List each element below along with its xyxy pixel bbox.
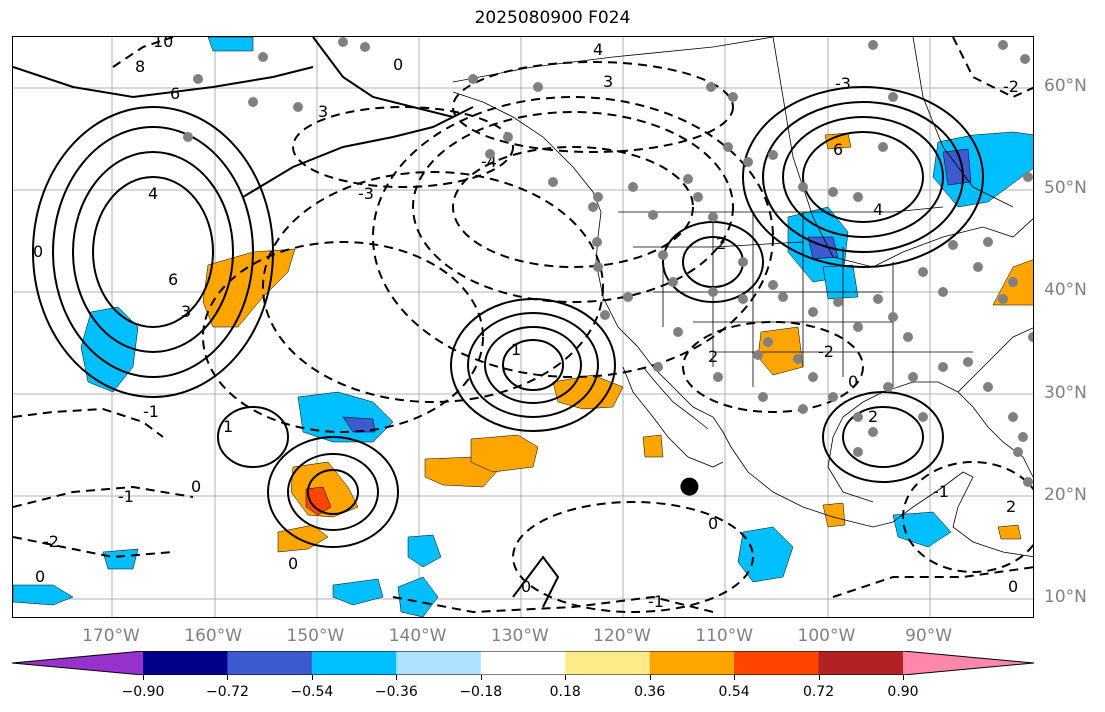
lat-label: 50°N (1044, 178, 1087, 199)
colorbar-tickmark (227, 675, 229, 680)
colorbar-extend-max (903, 651, 1034, 675)
lon-label: 170°W (82, 626, 140, 646)
contour-label: -2 (43, 532, 59, 551)
contour-label: 0 (191, 477, 201, 496)
lon-label: 150°W (286, 626, 345, 646)
contour-label: 0 (708, 514, 718, 533)
contour-label: 0 (288, 554, 298, 573)
colorbar-tick-label: −0.18 (459, 684, 503, 700)
contours-dashed (13, 37, 1033, 614)
contour-label: 8 (135, 57, 145, 76)
lat-label: 20°N (1044, 484, 1087, 505)
contour-labels: 10 8 6 4 6 3 3 0 3 4 -3 6 4 2 -3 -4 0 1 … (33, 37, 1019, 611)
colorbar-tickmark (903, 675, 904, 680)
station-markers (183, 37, 1033, 487)
location-marker (680, 477, 699, 496)
colorbar-cell (311, 651, 397, 675)
contour-label: 2 (708, 347, 718, 366)
contour-label: 0 (393, 55, 403, 74)
lat-label: 10°N (1044, 587, 1087, 607)
contour-label: 0 (33, 242, 43, 261)
colorbar-tickmark (311, 675, 313, 680)
contour-label: 0 (848, 372, 858, 391)
contour-label: 10 (153, 37, 173, 51)
colorbar-cell (396, 651, 482, 675)
lat-label: 60°N (1044, 76, 1087, 96)
colorbar-tickmark (734, 675, 736, 680)
contour-label: 4 (873, 200, 883, 219)
colorbar-tickmark (480, 675, 482, 680)
colorbar-tickmark (649, 675, 651, 680)
contour-label: 0 (35, 567, 45, 586)
contour-label: -1 (933, 482, 949, 501)
lon-label: 90°W (905, 626, 953, 646)
colorbar-tickmark (818, 675, 820, 680)
contour-label: 6 (833, 140, 843, 159)
colorbar-extend-min (12, 651, 143, 675)
contour-label: 2 (1006, 497, 1016, 516)
colorbar-tick-label: 0.54 (718, 684, 750, 700)
contour-label: 0 (521, 577, 531, 596)
colorbar-tick-label: 0.18 (549, 684, 581, 700)
colorbar-tick-label: 0.36 (634, 684, 666, 700)
contour-label: 3 (181, 302, 191, 321)
map-panel: 10 8 6 4 6 3 3 0 3 4 -3 6 4 2 -3 -4 0 1 … (12, 36, 1034, 618)
colorbar-cell (649, 651, 735, 675)
colorbar-cell (818, 651, 904, 675)
colorbar-cell (734, 651, 820, 675)
contour-label: -2 (818, 342, 834, 361)
colorbar-tickmark (396, 675, 398, 680)
colorbar-tick-label: −0.36 (374, 684, 418, 700)
map-title: 2025080900 F024 (474, 8, 631, 28)
lon-label: 110°W (695, 626, 754, 646)
contour-label: 4 (148, 184, 158, 203)
colorbar-tick-label: −0.90 (121, 684, 165, 700)
contour-label: -3 (835, 74, 851, 93)
contour-label: 6 (170, 84, 180, 103)
contour-label: -1 (648, 592, 664, 611)
colorbar-tick-label: −0.72 (205, 684, 249, 700)
contour-label: 2 (868, 407, 878, 426)
contour-label: -3 (358, 184, 374, 203)
colorbar-cell (480, 651, 566, 675)
lon-label: 160°W (184, 626, 243, 646)
contour-label: -2 (1003, 77, 1019, 96)
lon-label: 140°W (388, 626, 447, 646)
contour-label: -1 (118, 487, 134, 506)
colorbar-tick-label: −0.54 (290, 684, 334, 700)
lat-label: 30°N (1044, 382, 1087, 403)
lon-label: 100°W (797, 626, 856, 646)
colorbar (12, 651, 1034, 675)
colorbar-tick-label: 0.90 (887, 684, 919, 700)
contour-label: 1 (511, 340, 521, 359)
colorbar-tickmark (565, 675, 567, 680)
colorbar-cell (143, 651, 228, 675)
lat-label: 40°N (1044, 280, 1087, 301)
map-canvas: 10 8 6 4 6 3 3 0 3 4 -3 6 4 2 -3 -4 0 1 … (13, 37, 1033, 617)
contour-label: 1 (223, 417, 233, 436)
contour-label: 6 (168, 270, 178, 289)
contour-label: 2 (716, 234, 726, 253)
colorbar-cell (565, 651, 651, 675)
contour-label: -1 (143, 402, 159, 421)
contour-label: 4 (593, 40, 603, 59)
colorbar-tickmark (143, 675, 144, 680)
colorbar-cell (227, 651, 313, 675)
contour-label: 0 (1008, 577, 1018, 596)
contour-label: 3 (603, 72, 613, 91)
colorbar-tick-label: 0.72 (802, 684, 835, 700)
lon-label: 120°W (593, 626, 651, 646)
lon-label: 130°W (490, 626, 549, 646)
contour-label: 3 (318, 102, 328, 121)
